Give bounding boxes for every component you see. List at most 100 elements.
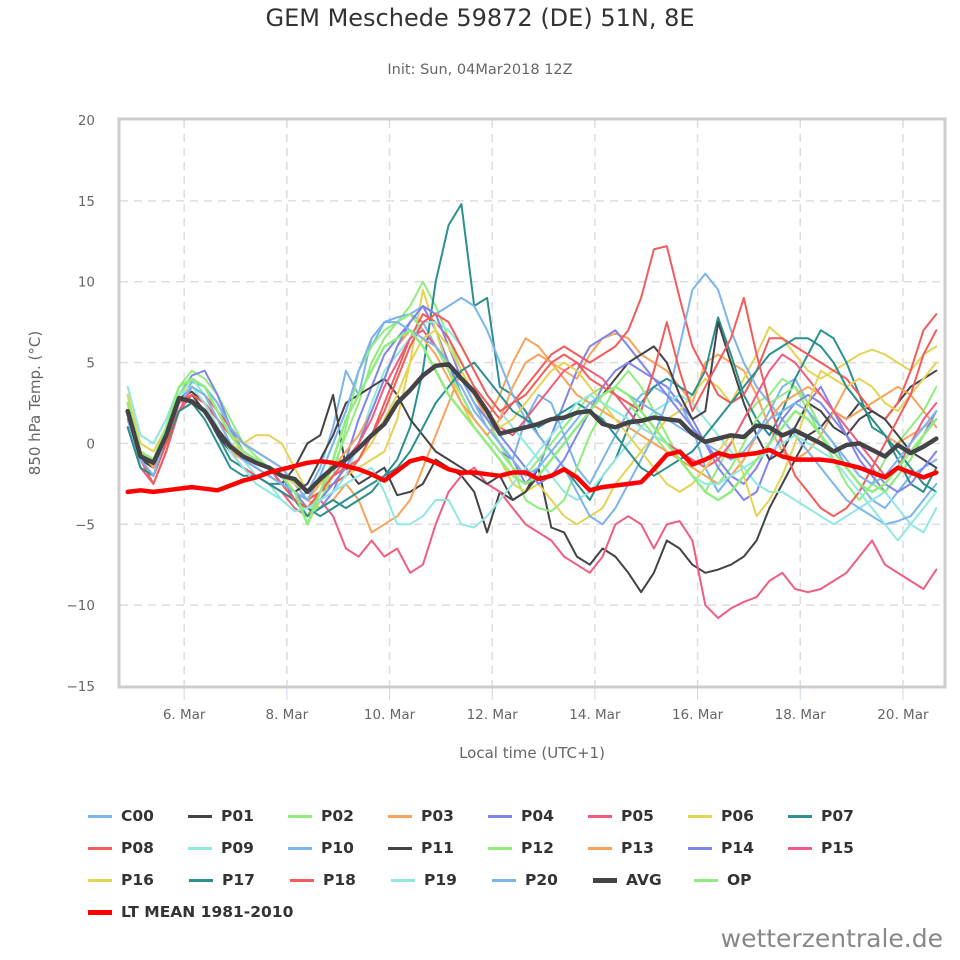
legend-item-p10[interactable]: P10: [288, 839, 388, 857]
x-tick-label: 16. Mar: [672, 707, 724, 723]
series-line-avg[interactable]: [125, 361, 939, 495]
x-tick-label: 12. Mar: [467, 707, 519, 723]
legend-item-p12[interactable]: P12: [488, 839, 588, 857]
legend-swatch-icon: [88, 814, 112, 818]
legend-item-p06[interactable]: P06: [688, 807, 788, 825]
legend-swatch-icon: [288, 814, 312, 818]
legend-label: P20: [525, 871, 558, 889]
legend-label: P07: [821, 807, 854, 825]
legend-swatch-icon: [492, 878, 516, 882]
x-axis-title: Local time (UTC+1): [459, 744, 605, 762]
series-line-p06[interactable]: [126, 288, 938, 526]
legend-swatch-icon: [788, 846, 812, 850]
series-line-p03[interactable]: [126, 332, 938, 534]
legend-swatch-icon: [88, 909, 112, 915]
y-axis-title: 850 hPa Temp. (°C): [26, 331, 44, 475]
legend-swatch-icon: [290, 878, 314, 882]
legend-item-p07[interactable]: P07: [788, 807, 888, 825]
legend-label: P10: [321, 839, 354, 857]
legend-swatch-icon: [388, 846, 412, 850]
y-tick-label: 15: [78, 194, 95, 210]
legend-item-p19[interactable]: P19: [391, 871, 492, 889]
legend-label: LT MEAN 1981-2010: [121, 903, 294, 921]
legend-label: P11: [421, 839, 454, 857]
x-axis: 6. Mar 8. Mar 10. Mar 12. Mar 14. Mar 16. Mar…: [163, 688, 929, 723]
legend-item-p02[interactable]: P02: [288, 807, 388, 825]
legend-item-p15[interactable]: P15: [788, 839, 888, 857]
series-line-p17[interactable]: [126, 337, 938, 518]
x-tick-label: 8. Mar: [266, 707, 309, 723]
legend-label: P14: [721, 839, 754, 857]
legend-label: P03: [421, 807, 454, 825]
legend-item-p04[interactable]: P04: [488, 807, 588, 825]
legend-item-p14[interactable]: P14: [688, 839, 788, 857]
legend-swatch-icon: [488, 846, 512, 850]
chart-area: 20 15 10 5 0 −5 −10 −15 6. Mar 8. Mar 10. Mar 12. …: [26, 113, 947, 762]
legend-item-p13[interactable]: P13: [588, 839, 688, 857]
legend-row: LT MEAN 1981-2010: [88, 896, 888, 928]
legend-item-p09[interactable]: P09: [188, 839, 288, 857]
legend-swatch-icon: [593, 877, 617, 883]
legend-swatch-icon: [88, 846, 112, 850]
series-line-p07[interactable]: [126, 203, 938, 518]
legend-swatch-icon: [188, 846, 212, 850]
y-axis: 20 15 10 5 0 −5 −10 −15: [67, 113, 96, 695]
legend-item-p11[interactable]: P11: [388, 839, 488, 857]
chart-title: GEM Meschede 59872 (DE) 51N, 8E: [265, 4, 695, 32]
legend-swatch-icon: [588, 846, 612, 850]
legend-label: P18: [323, 871, 356, 889]
legend-item-p17[interactable]: P17: [189, 871, 290, 889]
y-tick-label: 20: [78, 113, 95, 129]
legend-swatch-icon: [694, 878, 718, 882]
legend-label: OP: [727, 871, 752, 889]
legend-item-p16[interactable]: P16: [88, 871, 189, 889]
legend-item-lt-mean-1981-2010[interactable]: LT MEAN 1981-2010: [88, 903, 388, 921]
legend-label: P19: [424, 871, 457, 889]
series-lines: [125, 203, 939, 620]
legend-swatch-icon: [88, 878, 112, 882]
legend: C00 P01 P02 P03 P04 P05 P06 P07 P08 P09 P10 P11 P12 P…: [88, 800, 888, 928]
legend-label: P17: [222, 871, 255, 889]
x-tick-label: 18. Mar: [775, 707, 827, 723]
x-tick-label: 10. Mar: [364, 707, 416, 723]
legend-label: P06: [721, 807, 754, 825]
legend-item-p08[interactable]: P08: [88, 839, 188, 857]
legend-label: P13: [621, 839, 654, 857]
legend-row: P16 P17 P18 P19 P20 AVG OP: [88, 864, 888, 896]
legend-swatch-icon: [288, 846, 312, 850]
y-tick-label: −10: [67, 598, 96, 614]
legend-item-p20[interactable]: P20: [492, 871, 593, 889]
legend-swatch-icon: [388, 814, 412, 818]
legend-item-p18[interactable]: P18: [290, 871, 391, 889]
legend-swatch-icon: [688, 814, 712, 818]
legend-label: AVG: [626, 871, 662, 889]
legend-label: P16: [121, 871, 154, 889]
legend-item-avg[interactable]: AVG: [593, 871, 694, 889]
legend-swatch-icon: [391, 878, 415, 882]
legend-swatch-icon: [189, 878, 213, 882]
series-line-lt-mean-1981-2010[interactable]: [125, 447, 939, 495]
legend-item-p05[interactable]: P05: [588, 807, 688, 825]
y-tick-label: −5: [75, 517, 95, 533]
legend-label: P12: [521, 839, 554, 857]
legend-item-c00[interactable]: C00: [88, 807, 188, 825]
x-tick-label: 14. Mar: [569, 707, 621, 723]
legend-swatch-icon: [588, 814, 612, 818]
legend-swatch-icon: [788, 814, 812, 818]
plot-border: [117, 117, 947, 689]
y-tick-label: 0: [86, 436, 95, 452]
legend-swatch-icon: [488, 814, 512, 818]
credit-watermark: wetterzentrale.de: [720, 924, 943, 953]
legend-swatch-icon: [688, 846, 712, 850]
x-tick-label: 6. Mar: [163, 707, 206, 723]
legend-label: P15: [821, 839, 854, 857]
legend-item-op[interactable]: OP: [694, 871, 795, 889]
legend-item-p03[interactable]: P03: [388, 807, 488, 825]
legend-label: C00: [121, 807, 154, 825]
series-line-p19[interactable]: [126, 385, 938, 542]
series-line-p20[interactable]: [126, 321, 938, 501]
y-tick-label: 10: [78, 275, 95, 291]
legend-item-p01[interactable]: P01: [188, 807, 288, 825]
y-tick-label: 5: [86, 356, 95, 372]
legend-label: P09: [221, 839, 254, 857]
